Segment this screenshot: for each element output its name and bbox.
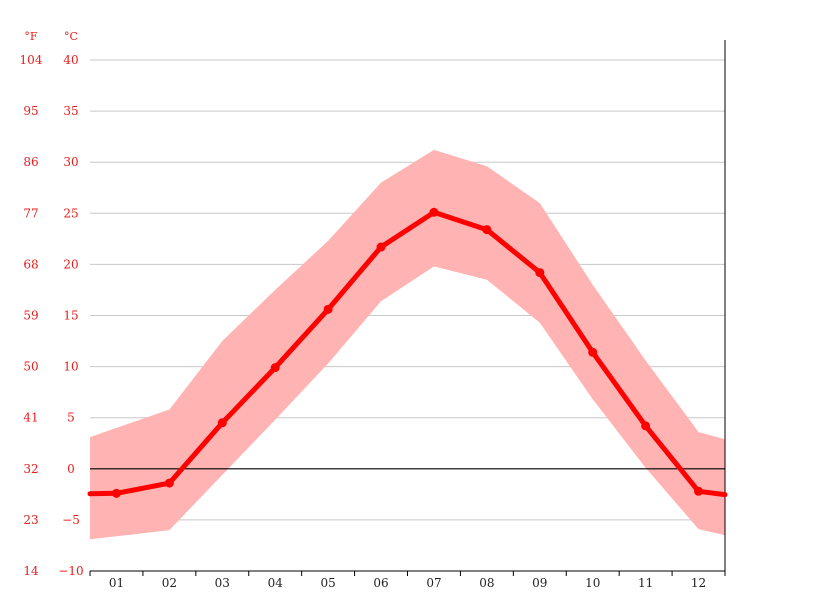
y-tick-label-fahrenheit: 59 xyxy=(23,309,38,323)
y-tick-label-celsius: 5 xyxy=(67,411,75,425)
y-tick-label-celsius: 40 xyxy=(63,53,78,67)
x-tick-label: 04 xyxy=(268,576,284,590)
y-tick-label-fahrenheit: 77 xyxy=(23,206,38,220)
x-tick-label: 06 xyxy=(373,576,388,590)
y-tick-label-fahrenheit: 32 xyxy=(23,462,38,476)
y-tick-label-fahrenheit: 95 xyxy=(23,104,38,118)
y-tick-label-fahrenheit: 23 xyxy=(23,513,38,527)
x-tick-label: 02 xyxy=(162,576,177,590)
y-tick-label-celsius: 20 xyxy=(63,257,78,271)
x-tick-label: 01 xyxy=(109,576,124,590)
label-layer: °F °C 104 40 95 35 86 30 77 25 68 20 59 15 50 10 41 5 32… xyxy=(20,30,707,590)
unit-label-celsius: °C xyxy=(64,30,78,43)
average-temperature-line xyxy=(87,209,728,498)
unit-label-fahrenheit: °F xyxy=(24,30,38,43)
average-temperature-point xyxy=(535,268,545,278)
average-temperature-point xyxy=(217,418,227,428)
y-tick-label-fahrenheit: 68 xyxy=(23,257,38,271)
y-tick-label-fahrenheit: 104 xyxy=(20,53,43,67)
x-tick-label: 08 xyxy=(479,576,494,590)
y-tick-label-celsius: 0 xyxy=(67,462,75,476)
y-tick-label-celsius: 25 xyxy=(63,206,78,220)
x-tick-label: 12 xyxy=(691,576,706,590)
y-tick-label-celsius: 30 xyxy=(63,155,78,169)
band-layer xyxy=(90,149,725,540)
y-tick-label-celsius: 15 xyxy=(63,309,78,323)
series-layer xyxy=(87,207,728,498)
x-tick-label: 09 xyxy=(532,576,547,590)
y-tick-label-fahrenheit: 50 xyxy=(23,360,38,374)
average-temperature-point xyxy=(270,363,280,373)
average-temperature-point xyxy=(429,207,439,217)
axis-layer xyxy=(89,40,726,576)
y-tick-label-celsius: −5 xyxy=(62,513,80,527)
average-temperature-point xyxy=(482,225,492,235)
x-tick-label: 11 xyxy=(638,576,653,590)
average-temperature-point xyxy=(323,304,333,314)
y-tick-label-celsius: 35 xyxy=(63,104,78,118)
average-temperature-point xyxy=(694,486,704,496)
x-tick-label: 03 xyxy=(215,576,230,590)
average-temperature-point xyxy=(588,347,598,357)
y-tick-label-celsius: −10 xyxy=(58,564,83,578)
x-tick-label: 10 xyxy=(585,576,600,590)
average-temperature-point xyxy=(164,478,174,488)
y-tick-label-celsius: 10 xyxy=(63,360,78,374)
temperature-range-band xyxy=(90,149,725,540)
average-temperature-point xyxy=(376,242,386,252)
y-tick-label-fahrenheit: 86 xyxy=(23,155,38,169)
x-tick-label: 07 xyxy=(426,576,441,590)
y-tick-label-fahrenheit: 41 xyxy=(23,411,38,425)
x-tick-label: 05 xyxy=(320,576,335,590)
average-temperature-point xyxy=(111,488,121,498)
average-temperature-point xyxy=(641,421,651,431)
y-tick-label-fahrenheit: 14 xyxy=(23,564,39,578)
